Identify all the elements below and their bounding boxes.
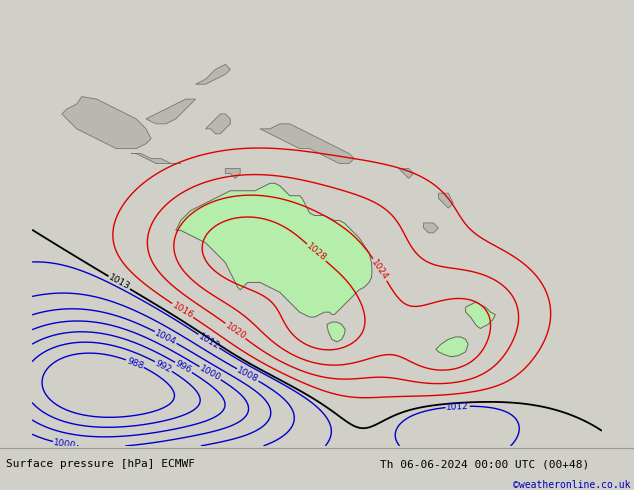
Text: Th 06-06-2024 00:00 UTC (00+48): Th 06-06-2024 00:00 UTC (00+48) (380, 460, 590, 469)
Polygon shape (438, 193, 453, 208)
Text: 1000: 1000 (198, 364, 223, 383)
Text: 1013: 1013 (107, 273, 131, 292)
Polygon shape (424, 223, 438, 233)
Text: 1004: 1004 (153, 328, 178, 346)
Polygon shape (465, 302, 495, 328)
Polygon shape (131, 153, 181, 164)
Polygon shape (62, 97, 151, 148)
Text: 1024: 1024 (370, 258, 390, 281)
Polygon shape (146, 99, 196, 124)
Text: ©weatheronline.co.uk: ©weatheronline.co.uk (514, 480, 631, 490)
Text: 1012: 1012 (446, 401, 469, 412)
Text: 988: 988 (126, 356, 145, 370)
Text: 992: 992 (154, 359, 173, 374)
Polygon shape (205, 114, 230, 134)
Text: Surface pressure [hPa] ECMWF: Surface pressure [hPa] ECMWF (6, 460, 195, 469)
Text: 1008: 1008 (235, 366, 260, 384)
Text: 1028: 1028 (304, 242, 328, 263)
Text: 1012: 1012 (197, 332, 221, 351)
Polygon shape (436, 337, 468, 357)
Polygon shape (176, 183, 372, 317)
Polygon shape (327, 322, 346, 342)
Text: 1000: 1000 (53, 438, 77, 450)
Polygon shape (225, 169, 240, 178)
Polygon shape (260, 124, 354, 164)
Polygon shape (399, 169, 413, 178)
Text: 996: 996 (174, 359, 193, 375)
Text: 1016: 1016 (171, 301, 195, 320)
Text: 1020: 1020 (223, 321, 247, 341)
Polygon shape (196, 64, 230, 84)
